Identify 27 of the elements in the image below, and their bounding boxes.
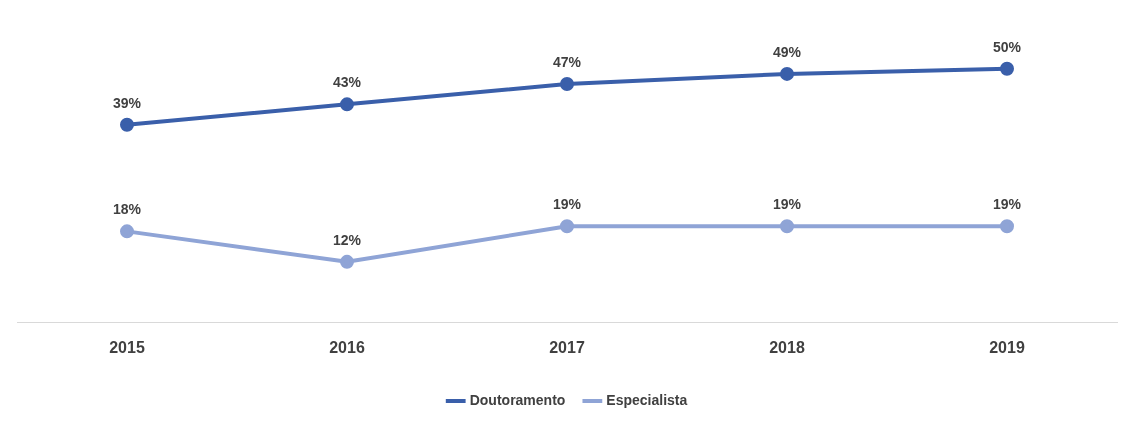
data-label: 12% [332, 231, 362, 248]
point [560, 77, 574, 92]
point [340, 254, 354, 269]
point [340, 97, 354, 112]
point [1000, 61, 1014, 76]
x-tick-label: 2018 [769, 338, 805, 356]
x-tick-label: 2015 [109, 338, 145, 356]
x-tick-label: 2019 [989, 338, 1025, 356]
legend-label: Especialista [606, 391, 688, 408]
point [120, 117, 134, 132]
point [780, 219, 794, 234]
data-label: 19% [552, 196, 582, 213]
legend-label: Doutoramento [469, 391, 566, 408]
point [120, 224, 134, 239]
x-tick-label: 2017 [549, 338, 585, 356]
data-label: 50% [992, 38, 1022, 55]
data-label: 47% [552, 53, 582, 70]
data-label: 39% [112, 94, 142, 111]
data-label: 43% [332, 74, 362, 91]
data-label: 49% [772, 43, 802, 60]
data-label: 18% [112, 201, 142, 218]
data-label: 19% [992, 196, 1022, 213]
data-label: 19% [772, 196, 802, 213]
point [780, 66, 794, 81]
point [1000, 219, 1014, 234]
x-tick-label: 2016 [329, 338, 365, 356]
point [560, 219, 574, 234]
